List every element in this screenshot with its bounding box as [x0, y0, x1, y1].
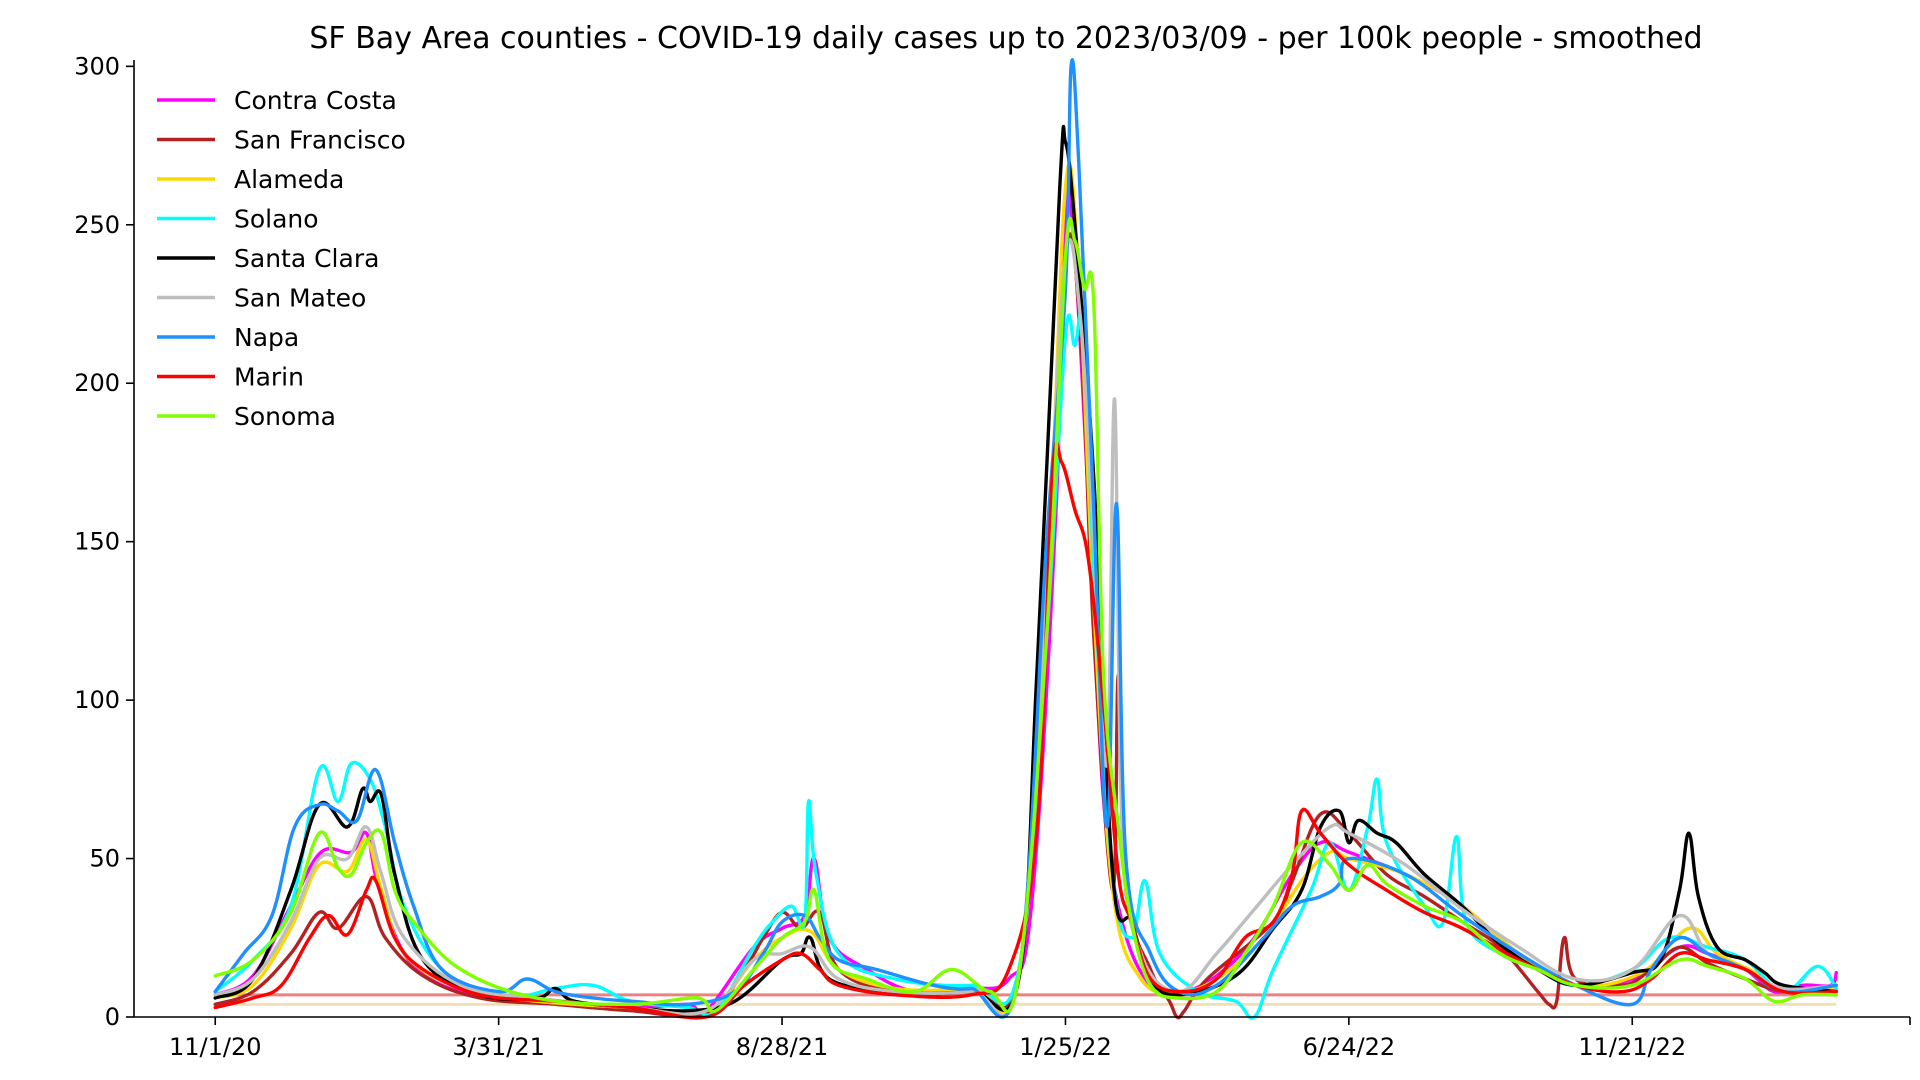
series-line-contra-costa: [213, 187, 1838, 1016]
y-tick-label: 300: [74, 52, 120, 80]
x-tick-label: 3/31/21: [452, 1033, 545, 1061]
series-line-napa: [213, 58, 1838, 1019]
legend-label: Sonoma: [234, 402, 336, 431]
x-axis-ticks: 11/1/20 3/31/21 8/28/21 1/25/22 6/24/22 11/21…: [169, 1017, 1911, 1061]
x-tick-label: 6/24/22: [1303, 1033, 1396, 1061]
y-tick-label: 200: [74, 369, 120, 397]
series-line-santa-clara: [213, 124, 1838, 1013]
y-tick-label: 100: [74, 686, 120, 714]
legend-label: Alameda: [234, 165, 344, 194]
y-tick-label: 250: [74, 211, 120, 239]
legend-label: San Francisco: [234, 126, 406, 155]
y-tick-label: 50: [89, 845, 120, 873]
legend-label: Solano: [234, 205, 319, 234]
legend-label: Napa: [234, 323, 299, 352]
series-line-sonoma: [213, 216, 1838, 1014]
x-tick-label: 11/21/22: [1578, 1033, 1686, 1061]
series-line-marin: [213, 441, 1838, 1020]
legend: Contra Costa San Francisco Alameda Solano Sa…: [157, 86, 406, 431]
x-tick-label: 11/1/20: [169, 1033, 262, 1061]
axes: [133, 60, 1910, 1018]
legend-label: San Mateo: [234, 284, 366, 313]
series-line-san-mateo: [213, 238, 1838, 1018]
y-axis-ticks: 0 50 100 150 200 250 300: [74, 52, 134, 1031]
legend-label: Marin: [234, 363, 304, 392]
x-tick-label: 8/28/21: [736, 1033, 829, 1061]
chart-title: SF Bay Area counties - COVID-19 daily ca…: [309, 21, 1702, 56]
legend-label: Santa Clara: [234, 244, 379, 273]
x-tick-label: 1/25/22: [1019, 1033, 1112, 1061]
y-tick-label: 0: [105, 1003, 120, 1031]
legend-label: Contra Costa: [234, 86, 397, 115]
y-tick-label: 150: [74, 528, 120, 556]
series-lines: [213, 58, 1838, 1020]
series-line-alameda: [213, 162, 1838, 1016]
reference-lines: [215, 993, 1837, 1006]
